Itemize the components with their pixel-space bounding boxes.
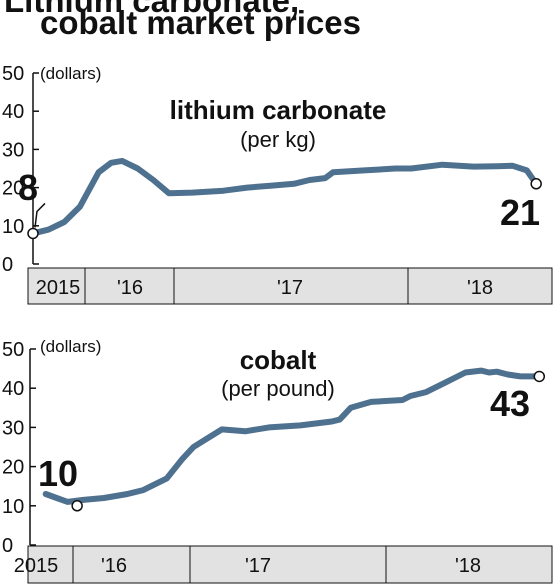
lithium-series-subtitle: (per kg) <box>240 127 316 152</box>
lithium-series-title: lithium carbonate <box>170 95 387 125</box>
cobalt-year-label: '17 <box>245 555 271 577</box>
cobalt-start-value: 10 <box>38 453 78 494</box>
cobalt-year-label: '16 <box>101 555 127 577</box>
lithium-year-band <box>27 267 553 305</box>
cobalt-y-tick-label: 50 <box>2 339 24 361</box>
lithium-end-marker <box>530 178 542 190</box>
cobalt-y-tick-label: 0 <box>2 535 13 557</box>
lithium-y-tick-label: 0 <box>2 254 13 276</box>
lithium-end-value: 21 <box>500 192 540 233</box>
cobalt-year-band <box>27 545 553 584</box>
chart-title-line2: cobalt market prices <box>40 4 361 41</box>
lithium-y-tick-label: 20 <box>2 178 24 200</box>
cobalt-start-marker <box>71 500 83 512</box>
cobalt-end-marker <box>533 370 546 383</box>
lithium-unit-label: (dollars) <box>40 64 101 83</box>
cobalt-y-tick-label: 10 <box>2 496 24 518</box>
lithium-y-tick-label: 40 <box>2 101 24 123</box>
lithium-start-value: 8 <box>18 167 38 208</box>
lithium-year-label: '16 <box>117 277 143 299</box>
cobalt-end-value: 43 <box>490 383 530 424</box>
cobalt-year-label: '18 <box>455 555 481 577</box>
lithium-y-tick-label: 10 <box>2 216 24 238</box>
lithium-year-label: 2015 <box>36 277 81 299</box>
lithium-y-tick-label: 50 <box>2 63 24 85</box>
lithium-start-leader <box>34 202 46 228</box>
lithium-y-tick-label: 30 <box>2 139 24 161</box>
lithium-price-line <box>30 157 540 237</box>
cobalt-price-line <box>42 367 543 505</box>
cobalt-y-tick-label: 20 <box>2 457 24 479</box>
cobalt-series-title: cobalt <box>240 345 317 375</box>
cobalt-series-subtitle: (per pound) <box>221 376 335 401</box>
lithium-year-label: '17 <box>277 277 303 299</box>
cobalt-year-label: 2015 <box>14 555 59 577</box>
cobalt-y-tick-label: 40 <box>2 378 24 400</box>
chart-title-line1: Lithium carbonate, <box>4 0 300 19</box>
lithium-start-marker <box>27 227 39 240</box>
cobalt-y-tick-label: 30 <box>2 417 24 439</box>
cobalt-unit-label: (dollars) <box>40 337 101 356</box>
lithium-year-label: '18 <box>467 277 493 299</box>
